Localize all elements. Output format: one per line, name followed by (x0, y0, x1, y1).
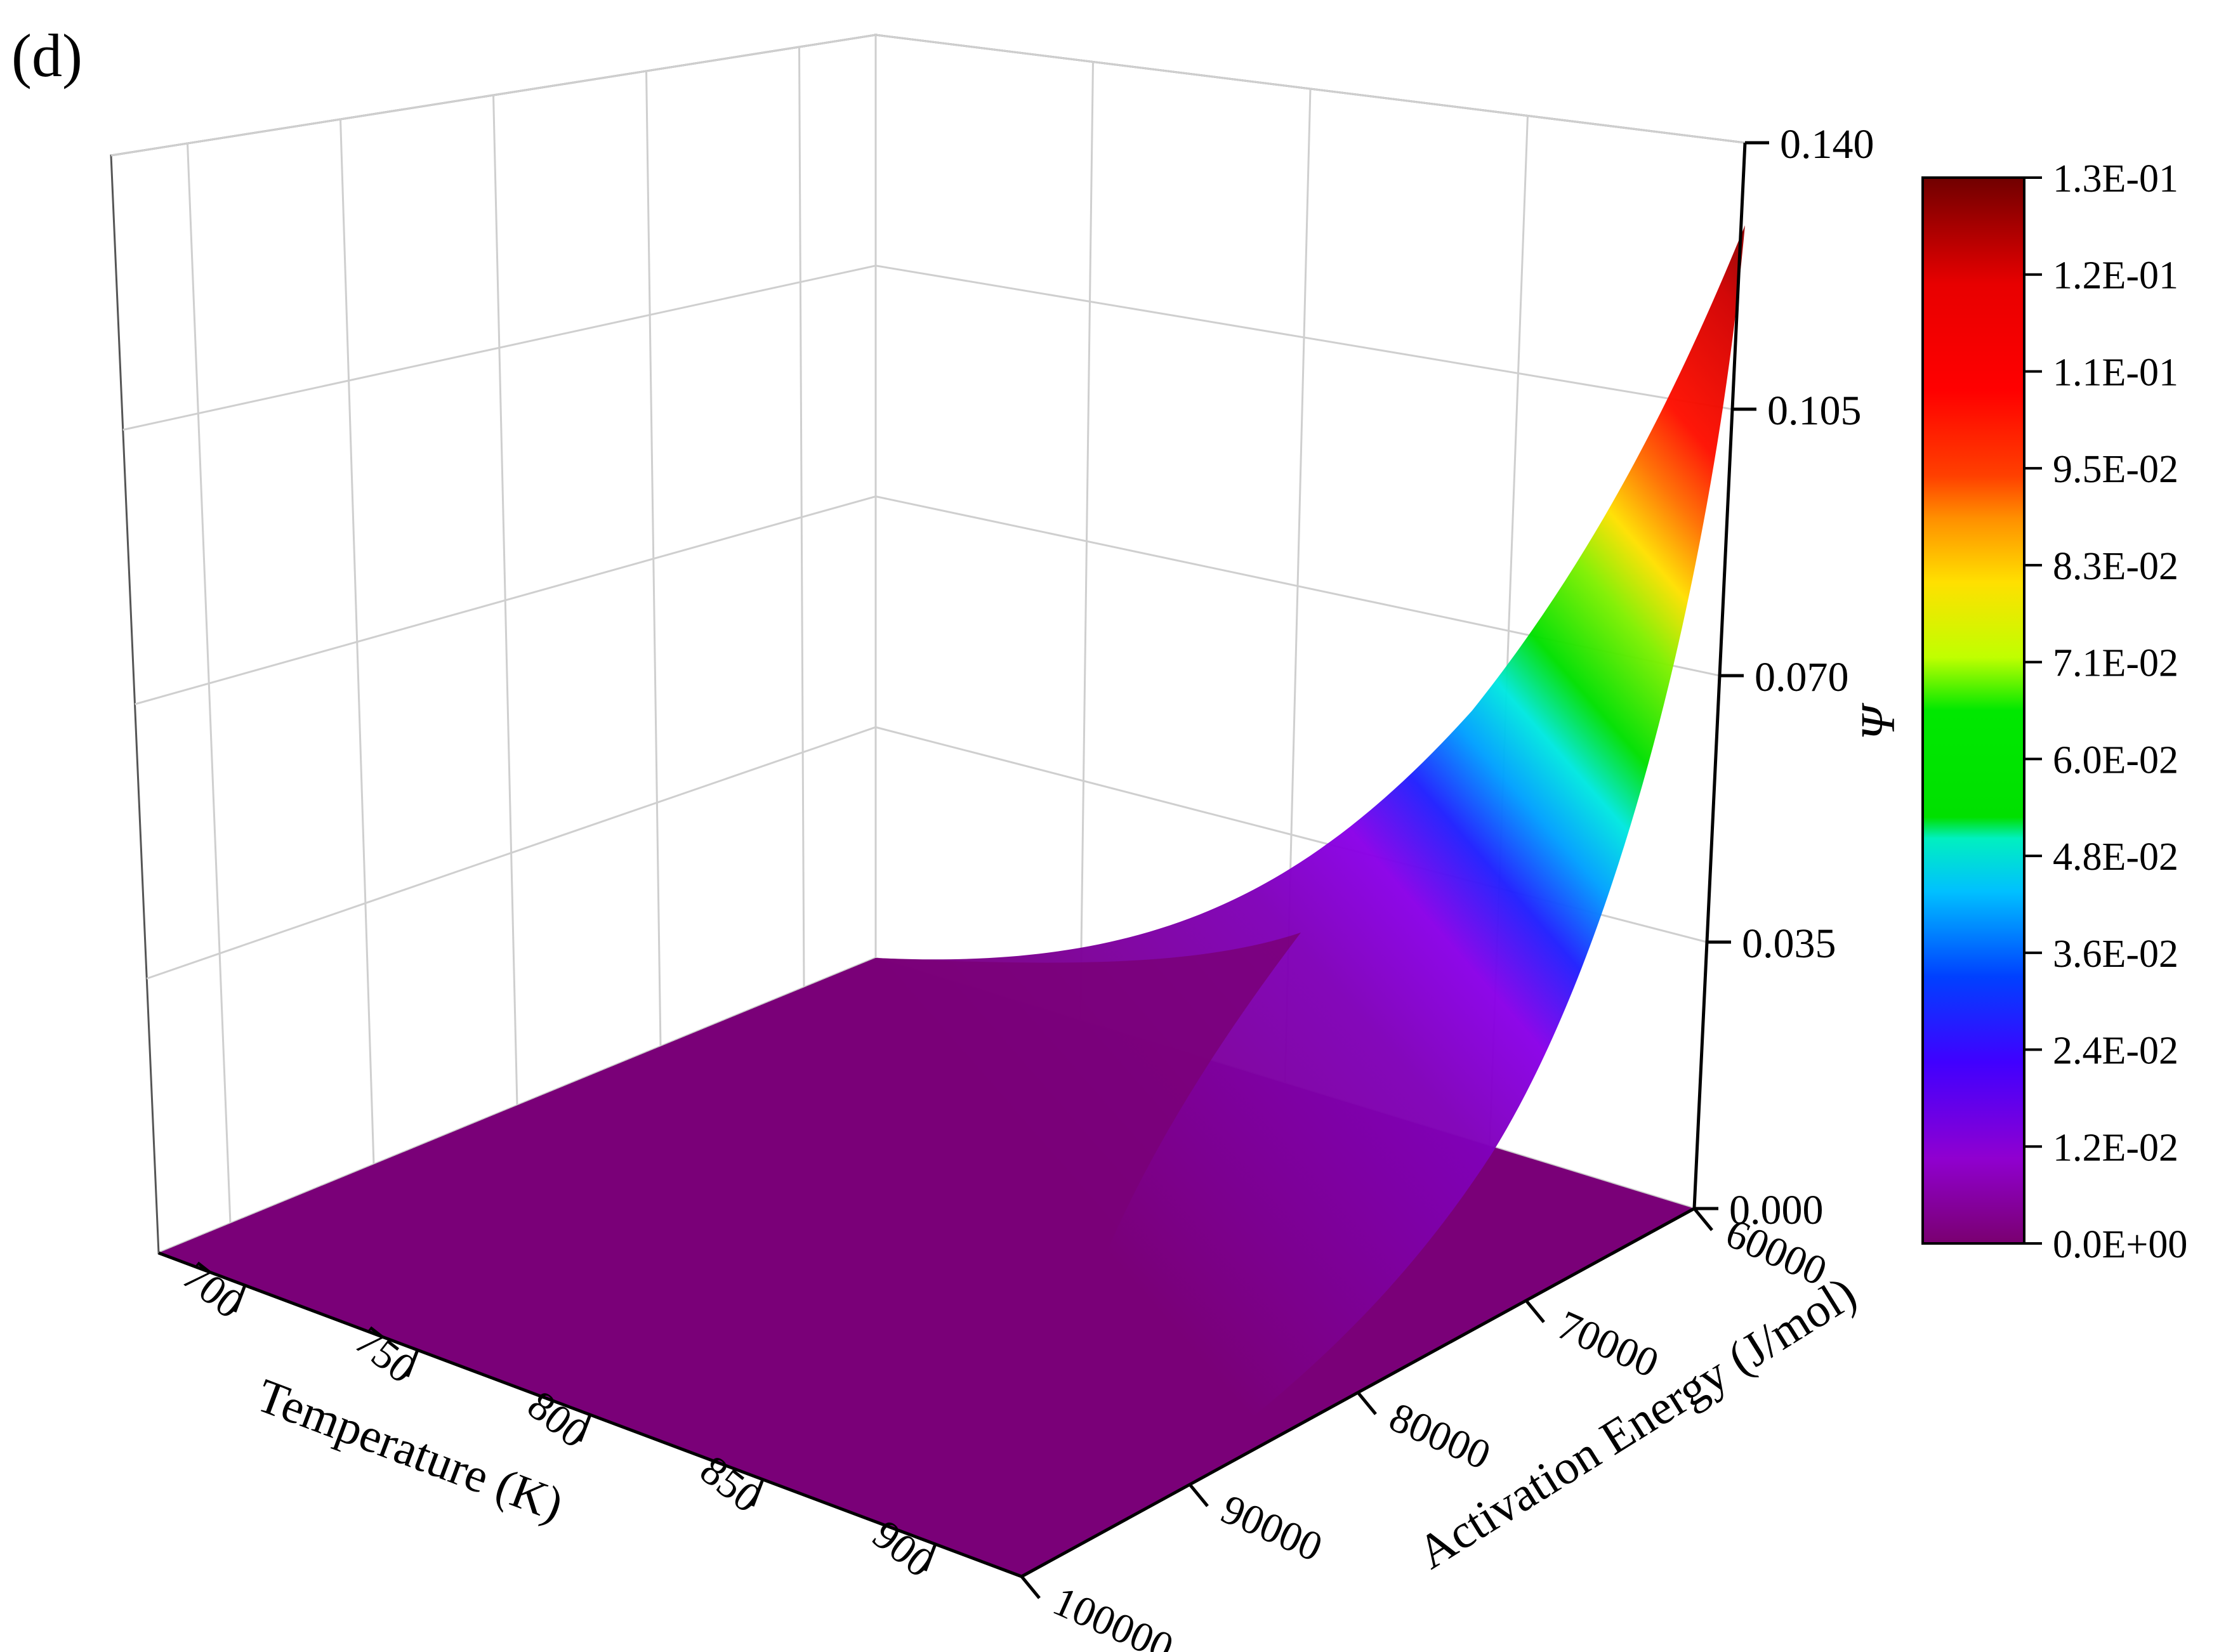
y-gridline (1079, 62, 1094, 1021)
x-gridline (798, 46, 805, 988)
x-axis-title: Temperature (K) (250, 1368, 570, 1531)
z-tick-label: 0.105 (1767, 388, 1862, 434)
y-tick (1357, 1391, 1377, 1415)
x-gridline (339, 119, 375, 1165)
z-tick-label: 0.070 (1755, 654, 1849, 700)
y-tick-label: 90000 (1215, 1486, 1329, 1571)
x-tick (233, 1285, 247, 1313)
y-tick-label: 80000 (1383, 1394, 1497, 1479)
x-gridline (645, 70, 662, 1047)
x-tick (578, 1414, 592, 1442)
colorbar-tick-label: 0.0E+00 (2053, 1223, 2187, 1266)
colorbar-tick-label: 8.3E-02 (2053, 545, 2178, 588)
colorbar-tick-label: 2.4E-02 (2053, 1030, 2178, 1073)
z-tick-label: 0.000 (1729, 1187, 1824, 1233)
colorbar-tick-label: 3.6E-02 (2053, 933, 2178, 976)
colorbar-tick-label: 6.0E-02 (2053, 738, 2178, 782)
y-tick (1693, 1207, 1713, 1231)
colorbar-tick-label: 9.5E-02 (2053, 448, 2178, 491)
colorbar-tick-label: 1.1E-01 (2053, 351, 2178, 394)
y-tick (1525, 1299, 1545, 1323)
colorbar-ticks: 1.3E-01 1.2E-01 1.1E-01 9.5E-02 8.3E-02 7.1E-… (2024, 157, 2187, 1266)
colorbar-tick-label: 7.1E-02 (2053, 642, 2178, 685)
y-tick (1020, 1575, 1041, 1599)
colorbar: 1.3E-01 1.2E-01 1.1E-01 9.5E-02 8.3E-02 7.1E-… (1921, 157, 2187, 1266)
y-tick (1189, 1483, 1209, 1507)
z-tick-label: 0.140 (1780, 121, 1874, 167)
surface-floor-overlay (159, 933, 1301, 1577)
z-tick-label: 0.035 (1742, 921, 1836, 967)
y-tick-label: 70000 (1551, 1302, 1665, 1387)
x-tick (405, 1349, 419, 1377)
x-tick (923, 1544, 937, 1571)
x-gridline (492, 95, 518, 1106)
colorbar-tick-label: 1.2E-01 (2053, 254, 2178, 298)
x-gridline (187, 143, 232, 1224)
panel-label: (d) (11, 22, 82, 89)
colorbar-tick-label: 1.2E-02 (2053, 1126, 2178, 1169)
x-tick (751, 1479, 765, 1507)
z-axis-title: Ψ (1852, 702, 1905, 740)
y-tick-label: 100000 (1046, 1578, 1180, 1652)
colorbar-tick-label: 1.3E-01 (2053, 157, 2178, 200)
colorbar-gradient (1921, 176, 2025, 1245)
z-axis-ticks: 0.000 0.035 0.070 0.105 0.140 (1694, 121, 1874, 1233)
colorbar-tick-label: 4.8E-02 (2053, 836, 2178, 879)
